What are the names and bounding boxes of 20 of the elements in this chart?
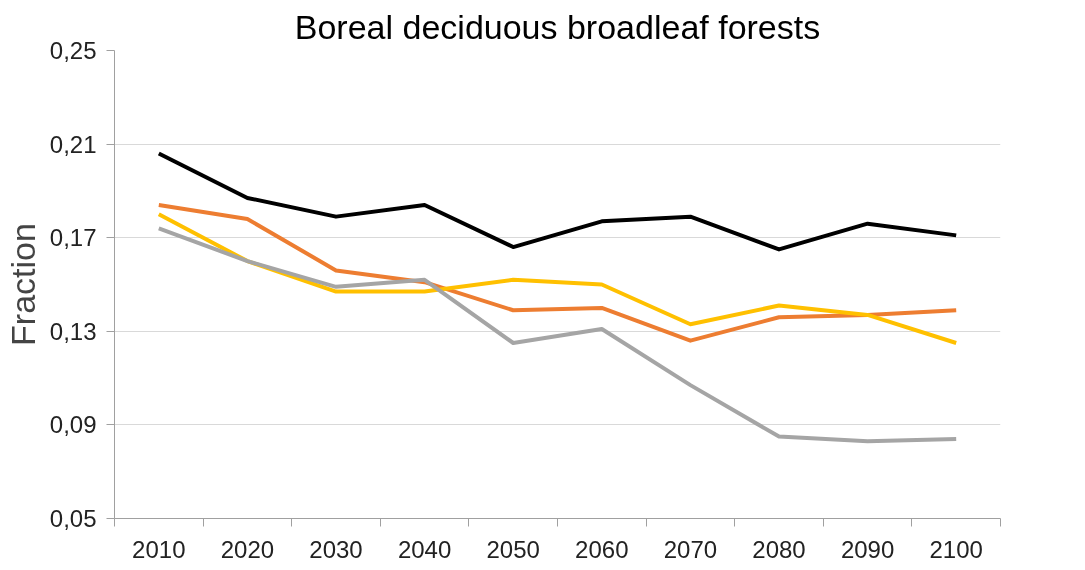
- x-tick-label: 2020: [220, 535, 275, 563]
- y-tick-label: 0,25: [49, 37, 97, 64]
- y-tick-label: 0,21: [49, 130, 97, 158]
- x-tick-label: 2030: [309, 535, 363, 563]
- x-tick-label: 2010: [132, 535, 186, 563]
- y-tick-label: 0,09: [49, 411, 97, 439]
- x-tick-label: 2040: [397, 535, 452, 563]
- x-tick-label: 2080: [752, 535, 806, 563]
- x-tick-label: 2070: [663, 535, 718, 563]
- x-tick-label: 2060: [575, 535, 629, 563]
- y-tick-label: 0,05: [49, 505, 97, 532]
- line-series: [156, 226, 959, 444]
- x-tick-label: 2090: [840, 535, 895, 563]
- y-tick-label: 0,13: [49, 317, 97, 345]
- y-tick-label: 0,17: [49, 224, 97, 252]
- chart-title: Boreal deciduous broadleaf forests: [294, 7, 821, 46]
- x-tick-label: 2050: [486, 535, 540, 563]
- x-tick-label: 2100: [929, 535, 983, 563]
- line-series: [156, 151, 959, 252]
- y-axis-title: Fraction: [3, 223, 42, 346]
